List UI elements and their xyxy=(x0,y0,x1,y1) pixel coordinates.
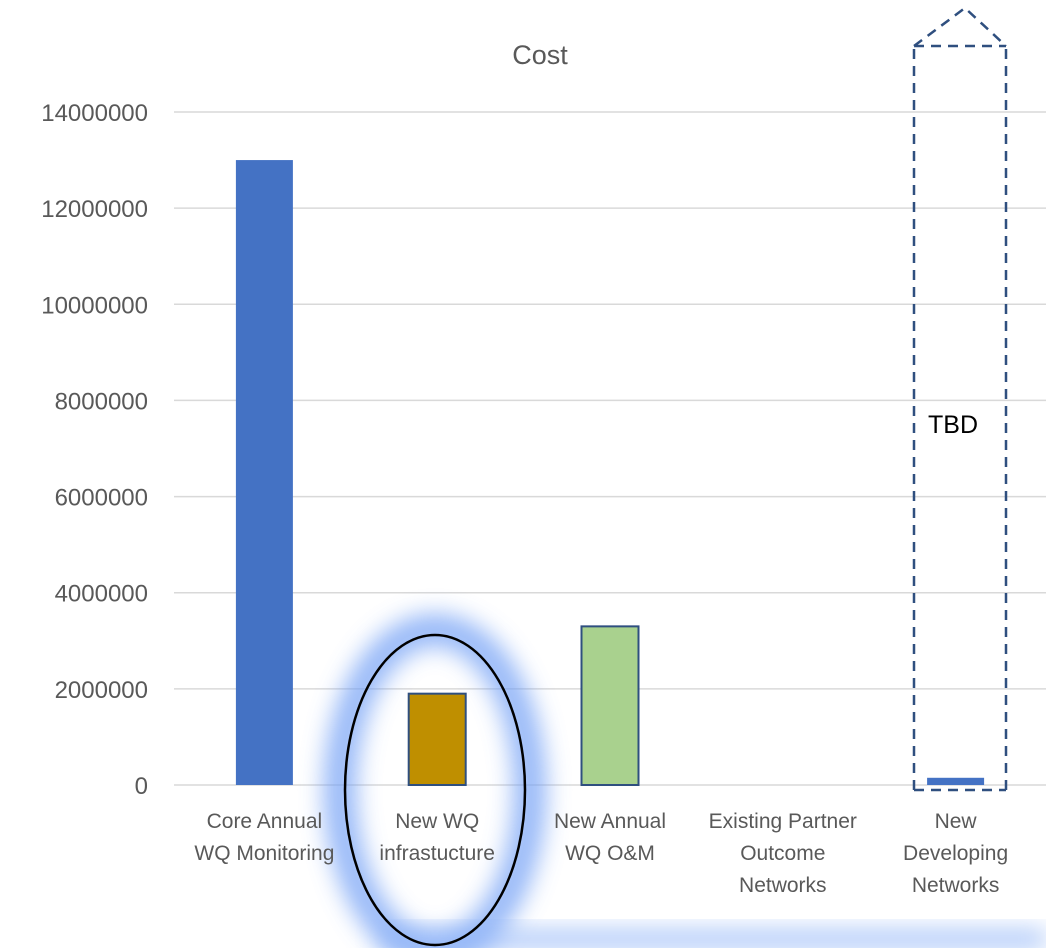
gridlines xyxy=(174,111,1046,786)
category-label: Developing xyxy=(903,842,1008,865)
category-label: WQ O&M xyxy=(565,842,655,865)
highlight-glow xyxy=(324,614,546,948)
category-label: Outcome xyxy=(740,842,825,865)
y-tick-label: 0 xyxy=(135,773,148,800)
highlight-glow-bar xyxy=(380,930,1046,948)
category-label: WQ Monitoring xyxy=(194,842,334,865)
bar xyxy=(927,777,985,785)
y-tick-label: 10000000 xyxy=(41,292,148,319)
category-label: infrastucture xyxy=(379,842,495,865)
highlight-ellipse xyxy=(343,633,527,947)
y-tick-label: 2000000 xyxy=(55,677,148,704)
category-label: Networks xyxy=(912,874,1000,897)
y-tick-label: 8000000 xyxy=(55,388,148,415)
category-label: Core Annual xyxy=(207,810,323,833)
bar xyxy=(235,160,293,786)
y-axis-ticks: 0 2000000 4000000 6000000 8000000 10000000 120… xyxy=(41,100,148,800)
y-tick-label: 12000000 xyxy=(41,196,148,223)
category-label: Existing Partner xyxy=(709,810,857,833)
tbd-label: TBD xyxy=(928,411,978,439)
y-tick-label: 6000000 xyxy=(55,485,148,512)
y-tick-label: 14000000 xyxy=(41,100,148,127)
bar xyxy=(407,692,467,787)
category-label: Networks xyxy=(739,874,827,897)
tbd-dashed-arrow xyxy=(912,6,1008,792)
bars xyxy=(235,160,985,787)
category-labels: Core Annual WQ Monitoring New WQ infrastuct… xyxy=(194,810,1008,897)
bar xyxy=(580,625,640,786)
category-label: New xyxy=(935,810,978,833)
category-label: New Annual xyxy=(554,810,666,833)
category-label: New WQ xyxy=(395,810,479,833)
y-tick-label: 4000000 xyxy=(55,581,148,608)
chart-title: Cost xyxy=(512,40,568,70)
